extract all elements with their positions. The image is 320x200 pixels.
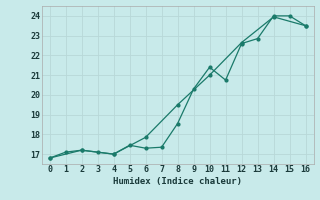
X-axis label: Humidex (Indice chaleur): Humidex (Indice chaleur) xyxy=(113,177,242,186)
